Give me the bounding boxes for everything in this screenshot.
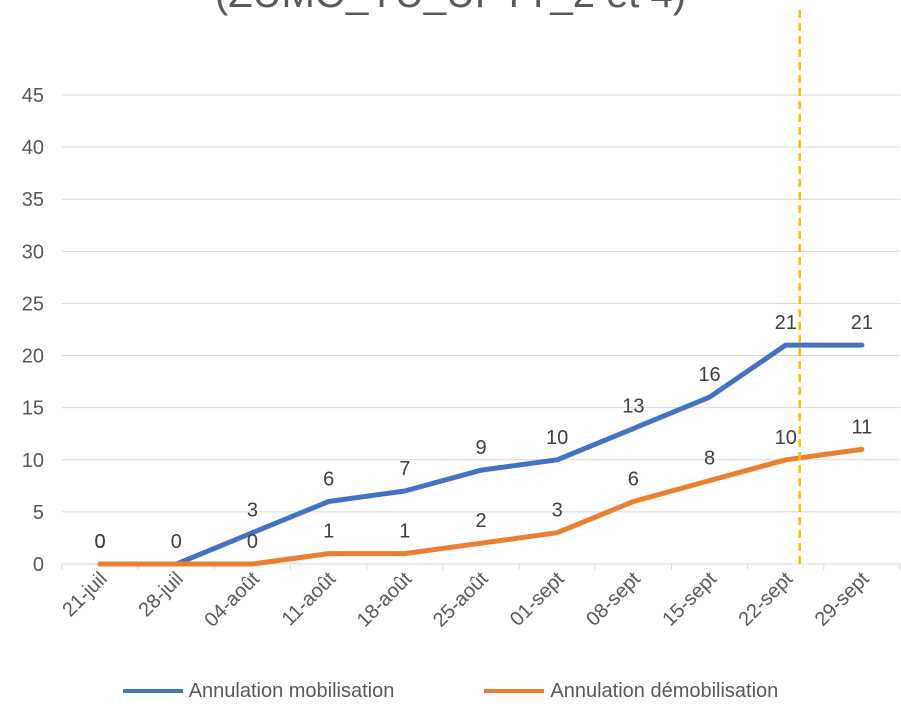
series-line-1: [97, 342, 865, 567]
series-line-2: [97, 446, 865, 567]
chart-title: (ZUMO_YU_UPTT_2 et 4): [0, 0, 901, 17]
legend-label: Annulation mobilisation: [188, 679, 395, 702]
data-label-series-2: 11: [852, 416, 873, 438]
data-label-series-2: 1: [323, 521, 334, 543]
data-label-series-2: 0: [95, 531, 106, 553]
y-tick-label: 15: [22, 398, 44, 420]
legend-item-2: Annulation démobilisation: [484, 680, 778, 703]
data-label-series-2: 1: [399, 521, 410, 543]
y-tick-label: 30: [22, 241, 44, 263]
data-label-series-1: 7: [399, 458, 410, 480]
x-tick-label: 11-août: [278, 568, 341, 631]
data-label-series-2: 6: [628, 468, 639, 490]
x-tick-label: 08-sept: [582, 568, 645, 631]
data-label-series-1: 16: [698, 364, 720, 386]
y-tick-label: 45: [22, 85, 44, 107]
x-tick-label: 04-août: [200, 568, 264, 632]
legend-label: Annulation démobilisation: [550, 679, 779, 702]
y-tick-label: 20: [22, 346, 44, 368]
data-label-series-2: 3: [552, 500, 563, 522]
data-label-series-2: 8: [704, 448, 715, 470]
data-label-series-1: 0: [95, 531, 106, 553]
data-label-series-1: 0: [171, 531, 182, 553]
legend-item-1: Annulation mobilisation: [122, 679, 395, 703]
y-tick-label: 10: [22, 450, 44, 472]
data-label-series-2: 2: [475, 510, 486, 532]
data-label-series-2: 0: [247, 531, 258, 553]
data-label-series-1: 21: [775, 312, 797, 334]
y-tick-label: 0: [33, 554, 44, 576]
data-label-series-1: 13: [622, 396, 644, 418]
legend-swatch: [122, 689, 183, 693]
data-label-series-1: 3: [247, 500, 258, 522]
x-tick-label: 15-sept: [658, 568, 721, 631]
x-tick-label: 01-sept: [506, 568, 569, 631]
data-label-series-1: 10: [546, 427, 568, 449]
x-tick-label: 29-sept: [811, 568, 874, 631]
y-tick-label: 35: [22, 189, 44, 211]
y-tick-label: 25: [22, 293, 44, 315]
x-tick-label: 18-août: [353, 568, 417, 632]
data-label-series-2: 10: [775, 427, 797, 449]
data-label-series-1: 6: [323, 468, 334, 490]
x-tick-label: 21-juil: [58, 568, 111, 621]
legend-swatch: [484, 689, 545, 693]
x-tick-label: 22-sept: [735, 568, 798, 631]
y-tick-label: 40: [22, 137, 44, 159]
x-tick-label: 25-août: [429, 568, 493, 632]
data-label-series-1: 9: [475, 437, 486, 459]
legend: Annulation mobilisation Annulation démobi…: [0, 678, 901, 704]
x-tick-label: 28-juil: [135, 568, 188, 621]
y-tick-label: 5: [33, 502, 44, 524]
data-label-series-1: 21: [851, 312, 873, 334]
